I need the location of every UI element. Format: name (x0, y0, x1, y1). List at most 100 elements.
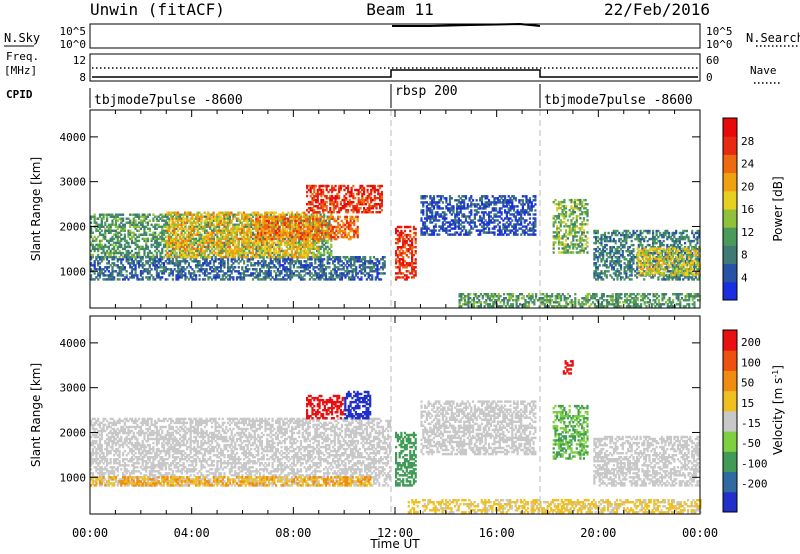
data-cell (299, 266, 303, 269)
data-cell (319, 239, 322, 243)
data-cell (193, 241, 196, 245)
data-cell (232, 253, 235, 257)
data-cell (113, 233, 116, 237)
data-cell (266, 243, 269, 247)
noise-tick-high-right: 10^5 (706, 25, 733, 38)
data-cell (289, 247, 292, 251)
data-cell (324, 272, 328, 275)
data-cell (232, 251, 235, 255)
data-cell (316, 258, 319, 261)
data-cell (111, 251, 114, 255)
data-cell (223, 219, 226, 222)
data-cell (255, 241, 258, 245)
data-cell (201, 249, 204, 253)
data-cell (344, 227, 347, 231)
data-cell (214, 233, 217, 237)
data-cell (221, 241, 224, 245)
data-cell (274, 233, 277, 237)
data-cell (276, 253, 279, 257)
data-cell (340, 276, 344, 279)
data-cell (237, 237, 240, 241)
data-cell (150, 258, 153, 261)
data-cell (353, 278, 356, 281)
data-cell (154, 225, 157, 229)
data-cell (130, 249, 134, 253)
data-cell (146, 251, 150, 255)
data-cell (356, 272, 360, 275)
data-cell (282, 219, 285, 222)
data-cell (192, 227, 196, 231)
data-cell (178, 253, 181, 257)
data-cell (264, 260, 267, 263)
data-cell (90, 215, 93, 218)
data-cell (166, 231, 169, 235)
data-cell (225, 241, 228, 245)
data-cell (305, 229, 308, 233)
data-cell (114, 270, 118, 273)
data-cell (106, 258, 109, 261)
data-cell (139, 245, 142, 249)
data-cell (180, 270, 183, 273)
data-cell (258, 249, 261, 253)
data-cell (203, 231, 207, 235)
data-cell (113, 251, 116, 255)
data-cell (271, 266, 274, 269)
data-cell (106, 262, 109, 265)
data-cell (185, 235, 188, 239)
data-cell (310, 251, 313, 255)
data-cell (287, 270, 290, 273)
data-cell (157, 243, 160, 247)
data-cell (368, 192, 371, 196)
data-cell (173, 239, 176, 243)
data-cell (372, 270, 376, 273)
data-cell (298, 272, 301, 275)
data-cell (186, 245, 189, 249)
data-cell (207, 262, 210, 265)
data-cell (285, 231, 288, 235)
data-cell (228, 253, 231, 257)
data-cell (332, 268, 335, 271)
data-cell (363, 203, 366, 206)
data-cell (280, 249, 283, 253)
data-cell (162, 229, 166, 233)
data-cell (345, 203, 348, 206)
data-cell (127, 235, 130, 239)
data-cell (219, 249, 223, 253)
data-cell (333, 258, 336, 261)
data-cell (319, 268, 322, 271)
data-cell (145, 260, 148, 263)
data-cell (260, 223, 263, 227)
data-cell (118, 249, 121, 253)
data-cell (337, 276, 340, 279)
data-cell (271, 237, 274, 241)
data-cell (225, 256, 228, 259)
data-cell (259, 255, 262, 259)
data-cell (233, 249, 237, 253)
data-cell (166, 262, 169, 265)
data-cell (319, 245, 322, 249)
data-cell (313, 217, 317, 221)
data-cell (319, 217, 322, 220)
data-cell (239, 274, 242, 277)
data-cell (243, 270, 246, 273)
data-cell (278, 253, 281, 257)
data-cell (184, 243, 187, 247)
data-cell (339, 274, 342, 277)
data-cell (185, 253, 188, 257)
data-cell (364, 270, 367, 273)
data-cell (303, 247, 306, 251)
data-cell (170, 260, 173, 263)
data-cell (262, 215, 265, 218)
data-cell (332, 196, 335, 200)
data-cell (201, 245, 204, 249)
data-cell (367, 276, 370, 279)
data-cell (331, 217, 334, 221)
data-cell (280, 223, 283, 227)
data-cell (193, 253, 196, 257)
data-cell (152, 217, 155, 220)
data-cell (102, 274, 105, 277)
data-cell (276, 268, 279, 271)
data-cell (299, 245, 302, 249)
data-cell (246, 245, 249, 249)
data-cell (123, 239, 126, 243)
